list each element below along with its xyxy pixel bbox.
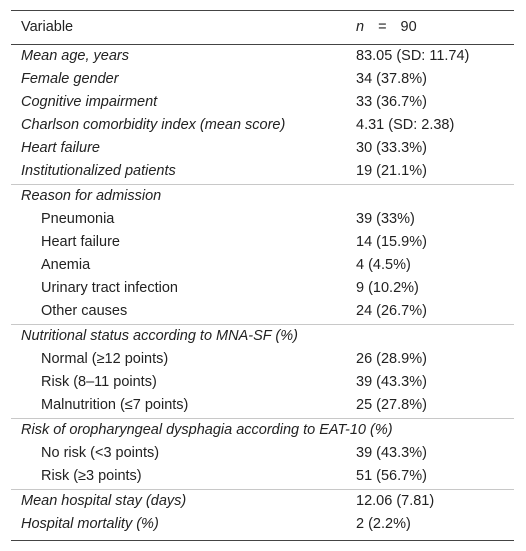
row-value: 39 (43.3%) [356, 445, 427, 461]
row-label: Anemia [41, 257, 91, 273]
table-row: Institutionalized patients 19 (21.1%) [11, 160, 514, 183]
row-label: Heart failure [41, 234, 120, 250]
section-divider [11, 418, 514, 419]
table-bottom-rule [11, 540, 514, 541]
section-heading: Nutritional status according to MNA-SF (… [21, 328, 298, 344]
table-row: Anemia 4 (4.5%) [11, 254, 514, 277]
table-row: Pneumonia 39 (33%) [11, 208, 514, 231]
section-divider [11, 489, 514, 490]
row-value: 25 (27.8%) [356, 397, 427, 413]
row-value: 39 (33%) [356, 211, 415, 227]
row-label: No risk (<3 points) [41, 445, 160, 461]
row-label: Heart failure [21, 140, 100, 156]
row-value: 2 (2.2%) [356, 516, 411, 532]
table-row: Risk (≥3 points) 51 (56.7%) [11, 465, 514, 488]
table-row: Heart failure 14 (15.9%) [11, 231, 514, 254]
row-label: Charlson comorbidity index (mean score) [21, 117, 286, 133]
table-row: Mean age, years 83.05 (SD: 11.74) [11, 45, 514, 68]
row-value: 83.05 (SD: 11.74) [356, 48, 470, 64]
row-label: Hospital mortality (%) [21, 516, 159, 532]
table-row: Female gender 34 (37.8%) [11, 68, 514, 91]
section-heading: Risk of oropharyngeal dysphagia accordin… [21, 422, 393, 438]
table-row: Urinary tract infection 9 (10.2%) [11, 277, 514, 300]
row-label: Urinary tract infection [41, 280, 178, 296]
row-label: Pneumonia [41, 211, 115, 227]
row-label: Risk (8–11 points) [41, 374, 157, 390]
row-value: 33 (36.7%) [356, 94, 427, 110]
row-value: 14 (15.9%) [356, 234, 427, 250]
header-equals: = [378, 19, 387, 35]
table-row: Mean hospital stay (days) 12.06 (7.81) [11, 490, 514, 513]
section-heading-row: Risk of oropharyngeal dysphagia accordin… [11, 419, 514, 442]
row-label: Cognitive impairment [21, 94, 158, 110]
row-value: 19 (21.1%) [356, 163, 427, 179]
table-row: Cognitive impairment 33 (36.7%) [11, 91, 514, 114]
row-value: 51 (56.7%) [356, 468, 427, 484]
row-value: 34 (37.8%) [356, 71, 427, 87]
table-row: Risk (8–11 points) 39 (43.3%) [11, 371, 514, 394]
row-label: Mean hospital stay (days) [21, 493, 187, 509]
row-value: 12.06 (7.81) [356, 493, 435, 509]
header-sample-size: n = 90 [356, 10, 417, 44]
row-value: 24 (26.7%) [356, 303, 427, 319]
section-divider [11, 324, 514, 325]
row-label: Malnutrition (≤7 points) [41, 397, 189, 413]
table-row: Other causes 24 (26.7%) [11, 300, 514, 323]
table-row: Heart failure 30 (33.3%) [11, 137, 514, 160]
header-n-symbol: n [356, 19, 365, 35]
section-heading-row: Nutritional status according to MNA-SF (… [11, 325, 514, 348]
row-label: Institutionalized patients [21, 163, 176, 179]
table-row: Hospital mortality (%) 2 (2.2%) [11, 513, 514, 536]
row-value: 39 (43.3%) [356, 374, 427, 390]
header-rule [11, 44, 514, 45]
row-value: 26 (28.9%) [356, 351, 427, 367]
table-row: Normal (≥12 points) 26 (28.9%) [11, 348, 514, 371]
section-heading-row: Reason for admission [11, 185, 514, 208]
row-label: Other causes [41, 303, 128, 319]
row-label: Risk (≥3 points) [41, 468, 142, 484]
section-heading: Reason for admission [21, 188, 162, 204]
row-value: 4.31 (SD: 2.38) [356, 117, 455, 133]
row-label: Mean age, years [21, 48, 130, 64]
table-row: Charlson comorbidity index (mean score) … [11, 114, 514, 137]
table-row: Malnutrition (≤7 points) 25 (27.8%) [11, 394, 514, 417]
header-n-value: 90 [400, 19, 417, 35]
row-value: 9 (10.2%) [356, 280, 419, 296]
table-row: No risk (<3 points) 39 (43.3%) [11, 442, 514, 465]
row-label: Female gender [21, 71, 119, 87]
row-value: 30 (33.3%) [356, 140, 427, 156]
row-value: 4 (4.5%) [356, 257, 411, 273]
section-divider [11, 184, 514, 185]
row-label: Normal (≥12 points) [41, 351, 169, 367]
header-variable: Variable [21, 19, 74, 35]
table-top-rule [11, 10, 514, 11]
